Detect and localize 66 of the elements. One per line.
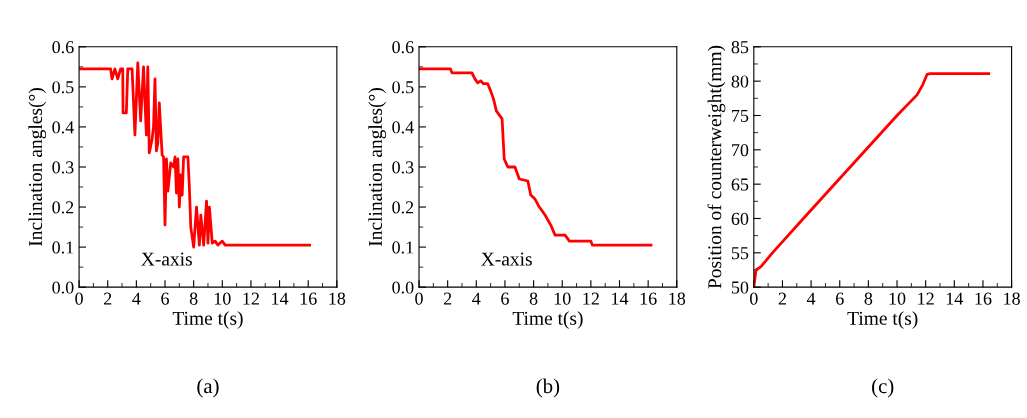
x-tick-label: 18 <box>1004 292 1020 305</box>
text: (b) <box>536 378 560 398</box>
x-tick-label: 10 <box>554 292 571 305</box>
y-tick-label: 0.6 <box>392 41 414 54</box>
y-tick-label: 85 <box>731 41 749 54</box>
x-tick-label: 2 <box>778 292 786 305</box>
line-series <box>419 67 653 247</box>
x-tick-label: 2 <box>443 292 452 305</box>
y-axis-title: Inclination angles(°) <box>28 88 47 247</box>
x-tick-label: 14 <box>612 292 629 305</box>
y-tick-label: 0.1 <box>392 241 414 254</box>
y-tick-label: 0.2 <box>392 201 414 214</box>
x-tick-label: 16 <box>300 292 317 305</box>
x-tick-label: 16 <box>975 292 992 305</box>
series-label: X-axis <box>481 252 532 266</box>
x-tick-label: 12 <box>918 292 934 305</box>
x-tick-label: 14 <box>272 292 289 305</box>
x-axis-title: Time t(s) <box>172 311 243 329</box>
y-tick-label: 0.4 <box>392 121 414 134</box>
x-tick-label: 0 <box>749 292 758 305</box>
x-tick-label: 8 <box>864 292 873 305</box>
text: (a) <box>197 378 219 398</box>
x-tick-label: 12 <box>243 292 259 305</box>
x-tick-label: 18 <box>329 292 346 305</box>
text: (c) <box>872 378 894 398</box>
x-tick-label: 6 <box>836 292 844 305</box>
x-tick-label: 10 <box>214 292 231 305</box>
y-tick-label: 0.5 <box>52 81 74 94</box>
x-tick-label: 4 <box>472 292 481 305</box>
series-label: X-axis <box>141 252 192 266</box>
y-tick-label: 65 <box>731 178 749 191</box>
y-axis-title: Inclination angles(°) <box>368 88 387 247</box>
x-axis-title: Time t(s) <box>847 311 918 329</box>
y-tick-label: 75 <box>732 109 749 122</box>
y-tick-label: 80 <box>731 75 749 88</box>
x-tick-label: 0 <box>415 292 423 305</box>
x-tick-label: 18 <box>669 292 686 305</box>
x-tick-label: 4 <box>806 292 816 305</box>
x-tick-label: 12 <box>583 292 599 305</box>
line-series <box>753 72 991 288</box>
y-tick-label: 55 <box>731 247 749 260</box>
y-axis-title: Position of counterweight(mm) <box>707 45 726 289</box>
y-tick-label: 0.1 <box>52 241 74 254</box>
x-tick-label: 4 <box>132 292 141 305</box>
x-tick-label: 10 <box>889 292 906 305</box>
y-tick-label: 0.4 <box>52 121 74 134</box>
y-tick-label: 0.0 <box>52 281 74 294</box>
y-tick-label: 0.6 <box>52 41 74 54</box>
y-tick-label: 0.0 <box>392 281 414 294</box>
y-tick-label: 70 <box>732 144 749 157</box>
y-tick-label: 0.3 <box>392 161 414 174</box>
x-tick-label: 16 <box>640 292 657 305</box>
x-tick-label: 14 <box>946 292 964 305</box>
x-tick-label: 6 <box>501 292 509 305</box>
y-tick-label: 50 <box>731 281 749 294</box>
x-axis-title: Time t(s) <box>512 311 583 329</box>
x-tick-label: 2 <box>104 292 112 305</box>
y-tick-label: 60 <box>731 212 749 225</box>
x-tick-label: 6 <box>161 292 169 305</box>
x-tick-label: 8 <box>529 292 538 305</box>
line-series <box>79 61 312 249</box>
y-tick-label: 0.5 <box>392 81 414 94</box>
x-tick-label: 8 <box>189 292 198 305</box>
y-tick-label: 0.3 <box>52 161 74 174</box>
y-tick-label: 0.2 <box>52 201 74 214</box>
x-tick-label: 0 <box>75 292 83 305</box>
